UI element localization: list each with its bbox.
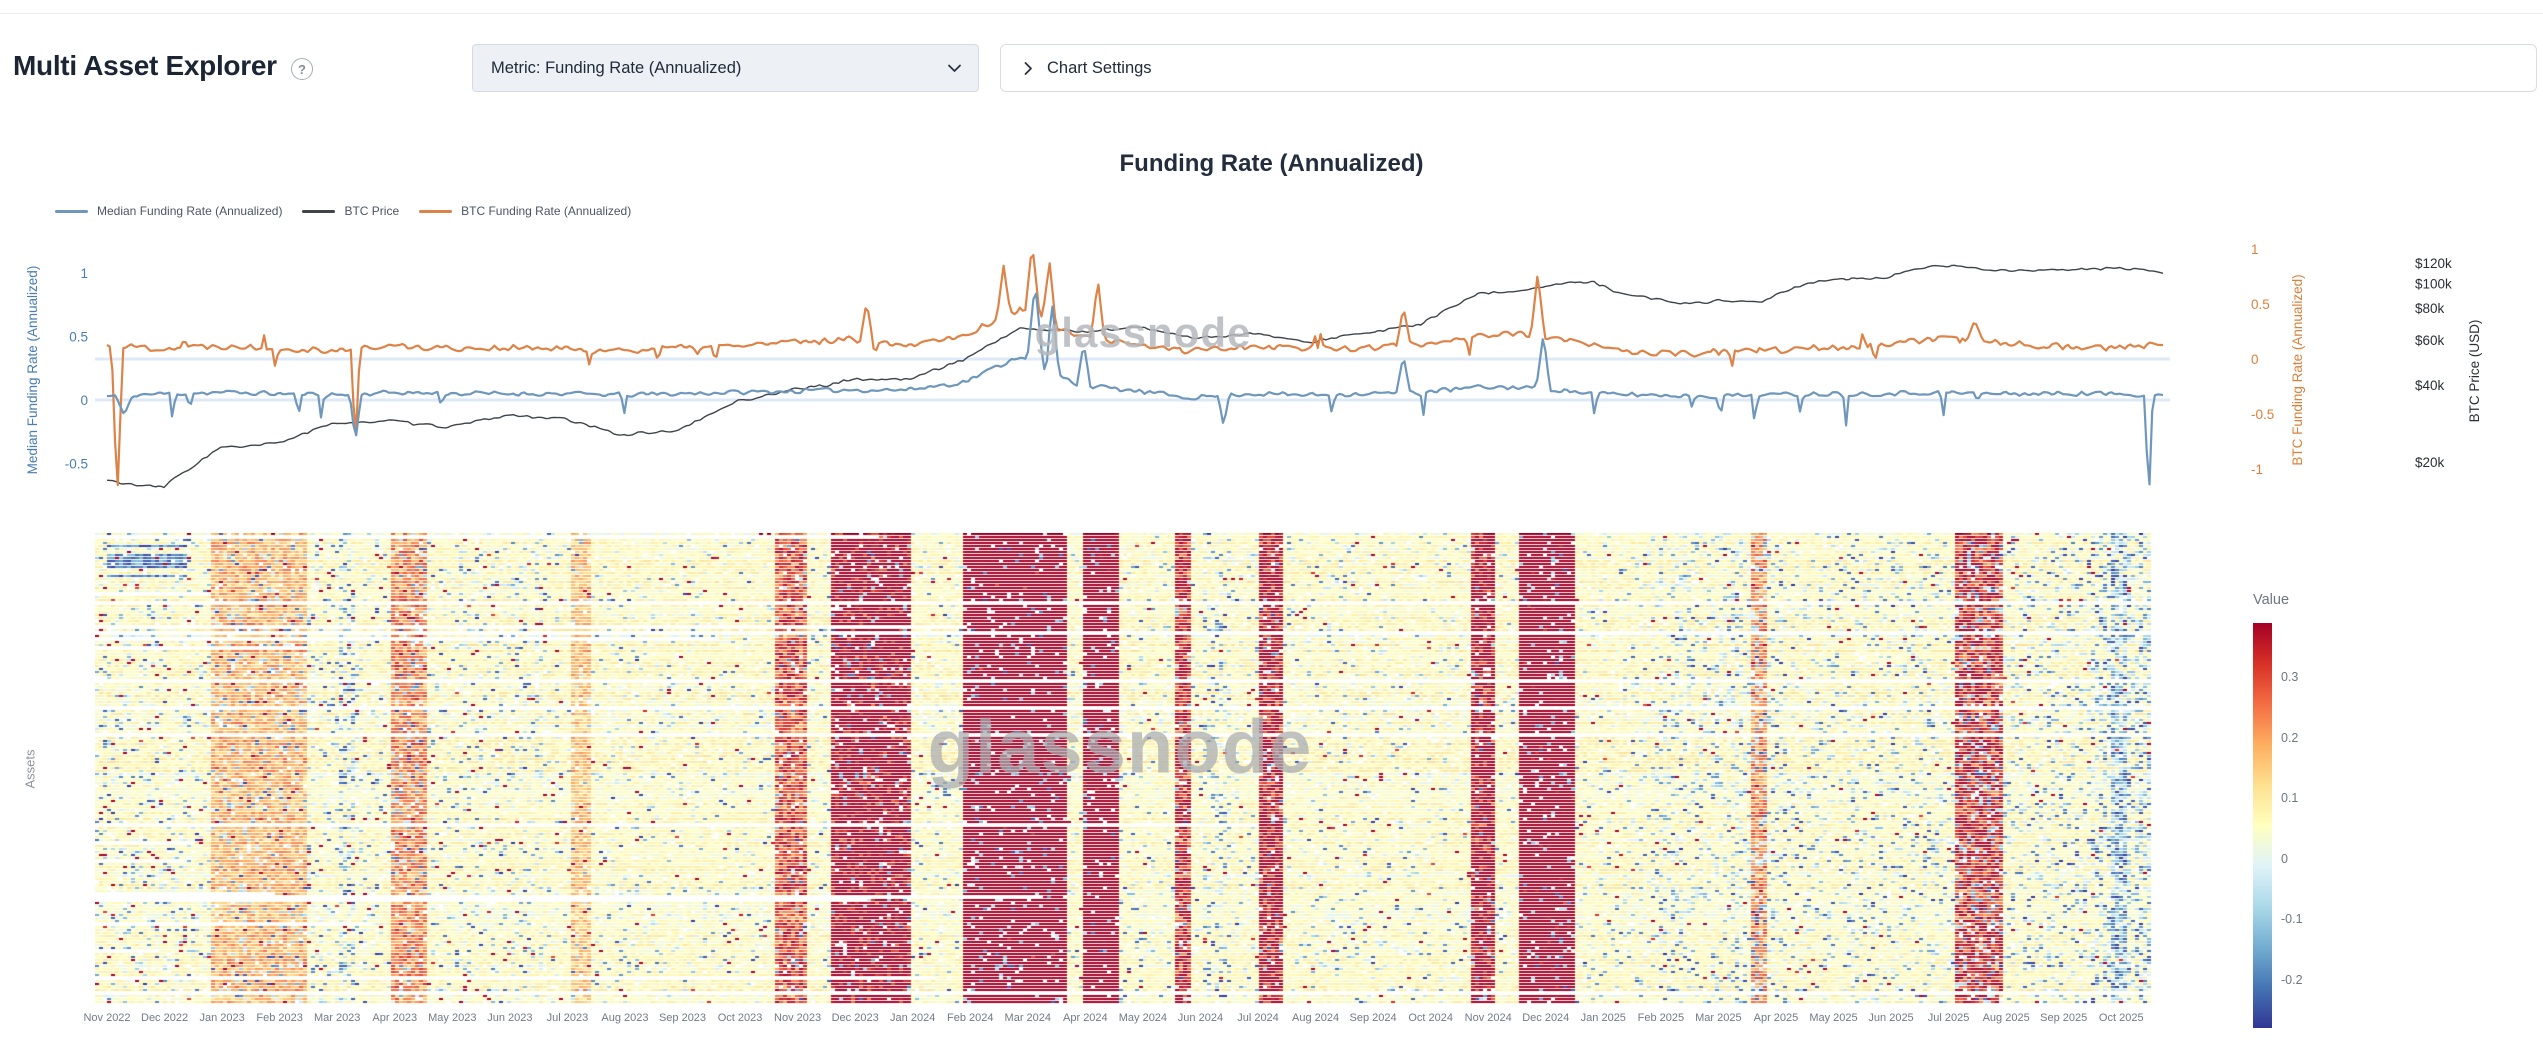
heatmap-x-tick: Dec 2022 bbox=[141, 1012, 189, 1024]
svg-text:1: 1 bbox=[2251, 242, 2259, 257]
chart-settings-label: Chart Settings bbox=[1047, 58, 1152, 77]
heatmap-x-tick: Mar 2025 bbox=[1695, 1012, 1742, 1024]
heatmap-x-tick: Aug 2024 bbox=[1291, 1012, 1340, 1024]
chevron-right-icon bbox=[1024, 61, 1032, 75]
heatmap-x-tick: Jan 2025 bbox=[1580, 1012, 1626, 1024]
top-divider bbox=[0, 0, 2543, 14]
svg-text:BTC Funding Rate (Annualized): BTC Funding Rate (Annualized) bbox=[2290, 274, 2305, 465]
heatmap-x-tick: Apr 2023 bbox=[372, 1012, 418, 1024]
legend-label-median: Median Funding Rate (Annualized) bbox=[97, 204, 283, 218]
heatmap-x-tick: Feb 2024 bbox=[947, 1012, 994, 1024]
heatmap-x-tick: Oct 2024 bbox=[1408, 1012, 1453, 1024]
heatmap-x-tick: Apr 2024 bbox=[1063, 1012, 1108, 1024]
svg-text:$20k: $20k bbox=[2415, 455, 2445, 470]
legend-swatch-median bbox=[55, 209, 88, 213]
heatmap-x-tick: May 2023 bbox=[428, 1012, 477, 1024]
svg-text:0.5: 0.5 bbox=[2251, 297, 2270, 312]
colorbar bbox=[2253, 623, 2272, 1028]
chart-legend: Median Funding Rate (Annualized) BTC Pri… bbox=[55, 204, 631, 218]
heatmap-x-tick: Jul 2023 bbox=[546, 1012, 589, 1024]
svg-text:$100k: $100k bbox=[2415, 276, 2452, 291]
chart-settings-toggle[interactable]: Chart Settings bbox=[1000, 44, 2537, 92]
heatmap-x-tick: Nov 2023 bbox=[774, 1012, 822, 1024]
colorbar-tick: 0.2 bbox=[2281, 730, 2299, 745]
heatmap-x-tick: Jan 2023 bbox=[199, 1012, 245, 1024]
svg-text:0: 0 bbox=[2251, 352, 2259, 367]
metric-dropdown[interactable]: Metric: Funding Rate (Annualized) bbox=[472, 44, 979, 92]
colorbar-tick: 0.1 bbox=[2281, 791, 2299, 806]
heatmap-x-tick: Jan 2024 bbox=[890, 1012, 936, 1024]
heatmap-x-tick: Oct 2023 bbox=[717, 1012, 763, 1024]
heatmap-x-tick: May 2024 bbox=[1118, 1012, 1168, 1024]
svg-text:$60k: $60k bbox=[2415, 333, 2445, 348]
heatmap-x-tick: Dec 2023 bbox=[831, 1012, 879, 1024]
colorbar-tick: 0 bbox=[2281, 851, 2288, 866]
chevron-down-icon bbox=[948, 64, 961, 72]
colorbar-tick: -0.1 bbox=[2281, 912, 2303, 927]
svg-text:0: 0 bbox=[80, 393, 88, 408]
legend-label-btc-funding: BTC Funding Rate (Annualized) bbox=[461, 204, 632, 218]
funding-rate-line-chart[interactable]: 1 0.5 0 -0.5 Median Funding Rate (Annualized… bbox=[0, 140, 2543, 540]
heatmap-x-tick: Jun 2024 bbox=[1177, 1012, 1224, 1024]
heatmap-x-tick: Aug 2025 bbox=[1982, 1012, 2030, 1024]
help-icon[interactable]: ? bbox=[291, 58, 313, 80]
legend-swatch-btc-funding bbox=[419, 209, 453, 213]
heatmap-x-tick: Dec 2024 bbox=[1522, 1012, 1570, 1024]
heatmap-x-tick: Sep 2024 bbox=[1349, 1012, 1397, 1024]
heatmap-x-tick: Nov 2022 bbox=[83, 1012, 131, 1024]
heatmap-x-tick: Jun 2023 bbox=[487, 1012, 533, 1024]
legend-swatch-btc-price bbox=[302, 209, 336, 213]
svg-text:$80k: $80k bbox=[2415, 301, 2445, 316]
svg-text:-0.5: -0.5 bbox=[65, 457, 88, 472]
svg-text:-1: -1 bbox=[2251, 462, 2263, 477]
heatmap-x-tick: Apr 2025 bbox=[1753, 1012, 1799, 1024]
svg-text:0.5: 0.5 bbox=[69, 330, 88, 345]
heatmap-x-tick: Mar 2024 bbox=[1004, 1012, 1052, 1024]
svg-text:Median Funding Rate (Annualize: Median Funding Rate (Annualized) bbox=[25, 266, 40, 475]
heatmap-x-tick: Nov 2024 bbox=[1464, 1012, 1512, 1024]
legend-item-median-funding-rate[interactable]: Median Funding Rate (Annualized) bbox=[55, 204, 282, 218]
colorbar-tick: -0.2 bbox=[2281, 972, 2303, 987]
heatmap-x-tick: Jun 2025 bbox=[1868, 1012, 1914, 1024]
colorbar-title: Value bbox=[2253, 592, 2290, 608]
chart-title: Funding Rate (Annualized) bbox=[1119, 150, 1424, 177]
heatmap-x-tick: Oct 2025 bbox=[2098, 1012, 2144, 1024]
heatmap-y-axis-label: Assets bbox=[22, 749, 38, 789]
heatmap-x-tick: Jul 2024 bbox=[1237, 1012, 1279, 1024]
svg-text:1: 1 bbox=[80, 266, 88, 281]
svg-text:$40k: $40k bbox=[2415, 378, 2445, 393]
svg-text:-0.5: -0.5 bbox=[2251, 407, 2274, 422]
heatmap-x-tick: Feb 2025 bbox=[1637, 1012, 1685, 1024]
assets-heatmap[interactable] bbox=[95, 533, 2153, 1005]
heatmap-x-tick: Aug 2023 bbox=[601, 1012, 649, 1024]
svg-text:$120k: $120k bbox=[2415, 256, 2452, 271]
heatmap-x-tick: May 2025 bbox=[1809, 1012, 1858, 1024]
legend-item-btc-price[interactable]: BTC Price bbox=[302, 204, 399, 218]
legend-label-btc-price: BTC Price bbox=[344, 204, 400, 218]
page-title: Multi Asset Explorer bbox=[13, 50, 277, 81]
heatmap-x-tick: Mar 2023 bbox=[313, 1012, 361, 1024]
svg-text:BTC Price (USD): BTC Price (USD) bbox=[2467, 320, 2482, 423]
heatmap-x-tick: Sep 2025 bbox=[2040, 1012, 2088, 1024]
heatmap-x-tick: Jul 2025 bbox=[1927, 1012, 1970, 1024]
heatmap-x-tick: Feb 2023 bbox=[256, 1012, 303, 1024]
colorbar-tick: 0.3 bbox=[2281, 670, 2299, 685]
heatmap-x-tick: Sep 2023 bbox=[658, 1012, 707, 1024]
metric-dropdown-value: Metric: Funding Rate (Annualized) bbox=[491, 58, 742, 77]
legend-item-btc-funding-rate[interactable]: BTC Funding Rate (Annualized) bbox=[419, 204, 631, 218]
